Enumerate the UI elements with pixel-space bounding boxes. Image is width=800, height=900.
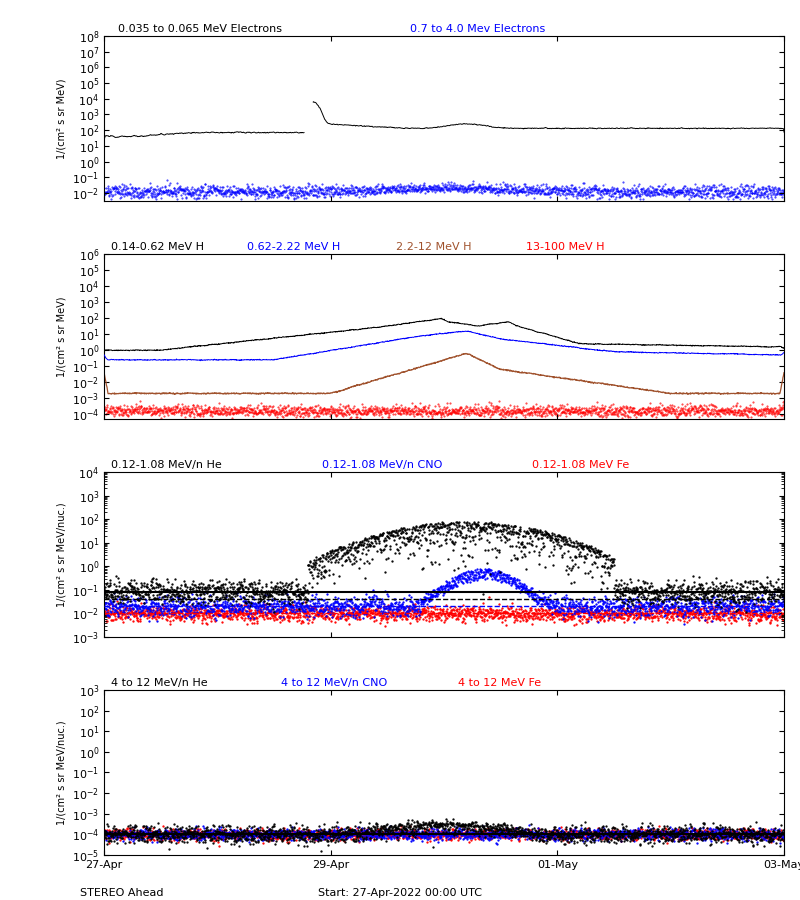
Text: 0.12-1.08 MeV/n CNO: 0.12-1.08 MeV/n CNO — [322, 460, 442, 471]
Y-axis label: 1/(cm² s sr MeV/nuc.): 1/(cm² s sr MeV/nuc.) — [56, 720, 66, 824]
Text: 0.12-1.08 MeV/n He: 0.12-1.08 MeV/n He — [110, 460, 222, 471]
Text: 0.7 to 4.0 Mev Electrons: 0.7 to 4.0 Mev Electrons — [410, 24, 546, 34]
Text: 0.62-2.22 MeV H: 0.62-2.22 MeV H — [246, 242, 340, 252]
Text: 13-100 MeV H: 13-100 MeV H — [526, 242, 604, 252]
Text: 4 to 12 MeV/n He: 4 to 12 MeV/n He — [110, 679, 207, 688]
Text: 0.12-1.08 MeV Fe: 0.12-1.08 MeV Fe — [533, 460, 630, 471]
Text: 2.2-12 MeV H: 2.2-12 MeV H — [397, 242, 472, 252]
Text: 4 to 12 MeV Fe: 4 to 12 MeV Fe — [458, 679, 541, 688]
Text: 4 to 12 MeV/n CNO: 4 to 12 MeV/n CNO — [281, 679, 387, 688]
Text: Start: 27-Apr-2022 00:00 UTC: Start: 27-Apr-2022 00:00 UTC — [318, 887, 482, 897]
Text: 0.035 to 0.065 MeV Electrons: 0.035 to 0.065 MeV Electrons — [118, 24, 282, 34]
Y-axis label: 1/(cm² s sr MeV): 1/(cm² s sr MeV) — [57, 78, 66, 158]
Text: 0.14-0.62 MeV H: 0.14-0.62 MeV H — [110, 242, 204, 252]
Text: STEREO Ahead: STEREO Ahead — [80, 887, 163, 897]
Y-axis label: 1/(cm² s sr MeV/nuc.): 1/(cm² s sr MeV/nuc.) — [57, 502, 66, 607]
Y-axis label: 1/(cm² s sr MeV): 1/(cm² s sr MeV) — [56, 296, 66, 377]
